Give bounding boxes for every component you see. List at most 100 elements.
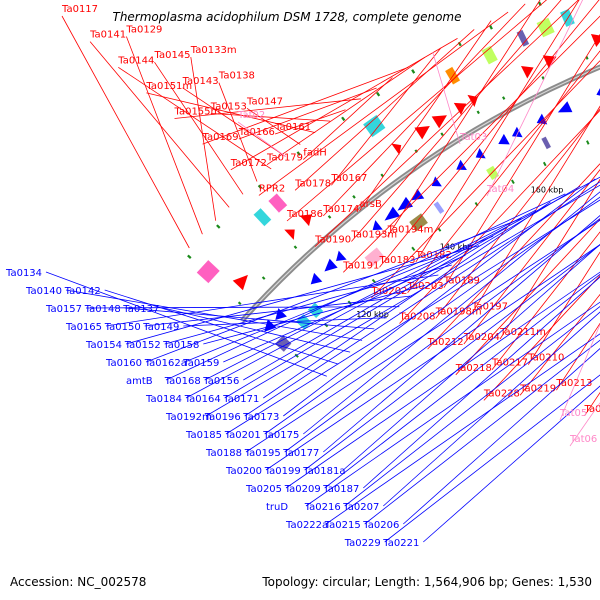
gene-label-text: Ta0199 xyxy=(264,466,301,477)
leader-line xyxy=(105,274,439,327)
gene-label-text: Ta0196 xyxy=(204,412,241,423)
gene-label-text: Ta0161 xyxy=(274,122,311,133)
gene-label-text: Ta0142 xyxy=(64,286,101,297)
gene-label-text: Ta0195 xyxy=(244,448,281,459)
gene-label-text: Ta0140 xyxy=(25,286,62,297)
leader-line xyxy=(351,0,562,242)
feature-block xyxy=(253,207,272,227)
gene-label-text: Ta0151m xyxy=(145,81,192,92)
marker-tick xyxy=(502,96,506,100)
leader-line xyxy=(154,61,244,195)
gene-label-text: Ta0198m xyxy=(435,306,482,317)
leader-line xyxy=(379,0,600,268)
marker-tick xyxy=(376,91,381,97)
leader-line xyxy=(427,163,600,350)
gene-label-text: Ta0129 xyxy=(125,25,162,36)
gene-label-text: fadH xyxy=(303,148,327,159)
reverse-gene-arrow xyxy=(372,220,383,231)
marker-tick xyxy=(411,246,416,252)
feature-block xyxy=(516,29,530,48)
genome-summary-text: Topology: circular; Length: 1,564,906 bp… xyxy=(261,575,592,589)
marker-tick xyxy=(237,301,242,306)
leader-line xyxy=(363,276,600,489)
marker-tick xyxy=(187,254,192,259)
gene-label-text: Ta0149 xyxy=(142,322,179,333)
gene-label-text: Ta0208 xyxy=(399,312,436,323)
kbp-label: 120 kbp xyxy=(356,310,389,319)
gene-label-text: Ta0193m xyxy=(350,230,397,241)
gene-label-text: Ta0172 xyxy=(230,158,267,169)
reverse-gene-arrow xyxy=(411,188,425,201)
leader-line xyxy=(238,87,377,140)
feature-block xyxy=(485,165,500,181)
leader-line xyxy=(174,98,361,119)
gene-label-text: Ta0184 xyxy=(145,394,182,405)
leader-line xyxy=(274,109,346,135)
gene-label-text: Ta0222 xyxy=(584,404,600,415)
gene-label-text: Ta0160 xyxy=(105,358,142,369)
marker-tick xyxy=(542,161,547,167)
gene-label-text: Ta0217 xyxy=(491,358,528,369)
leader-line xyxy=(61,15,190,249)
gene-label-text: Ta0168 xyxy=(164,376,201,387)
marker-tick xyxy=(511,179,515,185)
leader-line xyxy=(258,11,509,196)
reverse-gene-arrow xyxy=(324,258,338,272)
gene-label-text: Ta0229 xyxy=(344,538,381,549)
map-title: Thermoplasma acidophilum DSM 1728, compl… xyxy=(112,10,461,24)
leader-line xyxy=(263,201,551,399)
leader-line xyxy=(415,0,580,263)
leader-line xyxy=(407,50,600,294)
gene-label-text: Ta0187 xyxy=(322,484,359,495)
gene-label-text: Ta0173 xyxy=(242,412,279,423)
feature-block xyxy=(267,192,288,214)
gene-label-text: Ta0200 xyxy=(225,466,262,477)
gene-label-text: Ta0218 xyxy=(455,363,492,374)
marker-tick xyxy=(294,353,299,358)
feature-block xyxy=(364,246,385,268)
forward-gene-arrow xyxy=(431,115,447,129)
leader-line xyxy=(331,47,442,186)
forward-gene-arrow xyxy=(414,125,430,140)
gene-label-text: Ta0215 xyxy=(324,520,361,531)
gene-label-text: Ta0157 xyxy=(45,304,82,315)
leader-line xyxy=(284,218,600,453)
forward-gene-arrow xyxy=(299,214,312,227)
leader-line xyxy=(243,226,508,381)
reverse-gene-arrow xyxy=(456,159,467,170)
forward-gene-arrow xyxy=(590,34,600,47)
feature-block xyxy=(540,136,552,150)
gene-label-text: Ta0144 xyxy=(117,55,154,66)
gene-label-text: Ta0212 xyxy=(427,337,464,348)
leader-line xyxy=(486,0,584,197)
leader-line xyxy=(244,181,600,417)
gene-label-text: Ta0152 xyxy=(124,340,161,351)
gene-label-text: Ta0134 xyxy=(5,268,42,279)
marker-tick xyxy=(586,140,590,145)
leader-line xyxy=(165,193,566,381)
leader-line xyxy=(185,176,600,399)
gene-label-text: Ta0197 xyxy=(471,301,508,312)
gene-label-text: Ta0138 xyxy=(218,71,255,82)
leader-line xyxy=(124,307,375,330)
gene-label-text: Ta0156 xyxy=(202,376,239,387)
leader-line xyxy=(303,77,393,160)
gene-label-text: Ta0188 xyxy=(205,448,242,459)
leader-line xyxy=(403,348,600,525)
leader-line xyxy=(491,231,600,370)
leader-line xyxy=(303,191,600,435)
leader-line xyxy=(203,284,426,345)
gene-label-text: Ta0228 xyxy=(483,388,520,399)
reverse-gene-arrow xyxy=(596,88,600,96)
gene-label-text: Ta0221 xyxy=(382,538,419,549)
gene-label-text: Ta0213 xyxy=(555,378,592,389)
kbp-label: 160 kbp xyxy=(531,185,564,194)
leader-line xyxy=(218,82,258,182)
rna-label-text: Tat06 xyxy=(569,434,597,445)
reverse-gene-arrow xyxy=(431,176,442,187)
gene-label-text: Ta0185 xyxy=(185,430,222,441)
gene-label-text: Ta0175 xyxy=(262,430,299,441)
leader-line xyxy=(294,29,475,191)
gene-label-text: Ta0191 xyxy=(342,260,379,271)
